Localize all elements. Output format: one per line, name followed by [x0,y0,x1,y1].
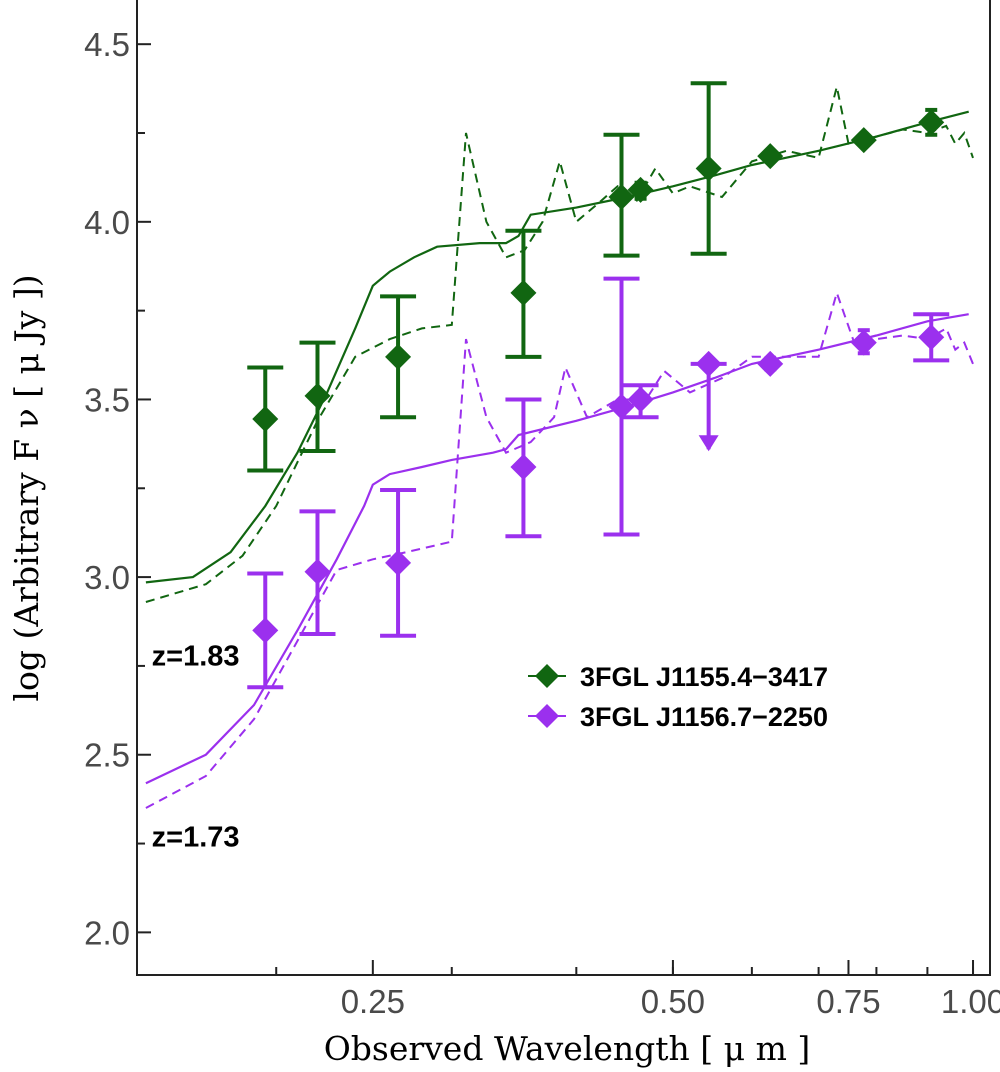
x-tick-label: 0.75 [816,983,880,1020]
y-tick-label: 3.5 [84,381,130,418]
y-axis: 2.0 2.5 3.0 3.5 4.0 4.5 [84,26,151,951]
data-point [918,324,945,351]
data-point [850,127,877,154]
data-points [247,81,950,690]
annotations: z=1.83 z=1.73 [152,640,240,853]
legend: 3FGL J1155.4−3417 3FGL J1156.7−2250 [528,662,828,732]
data-point [757,143,784,170]
data-point [385,343,412,370]
x-tick-label: 0.50 [641,983,705,1020]
legend-marker [535,664,559,688]
data-point [608,183,635,210]
legend-marker [535,704,559,728]
plot-frame [136,0,991,976]
data-point [850,329,877,356]
data-point [252,405,279,432]
data-point [385,549,412,576]
model-solid-line [145,313,969,785]
legend-label: 3FGL J1155.4−3417 [580,662,828,692]
y-tick-label: 2.5 [84,737,130,774]
model-curves [145,86,974,809]
legend-label: 3FGL J1156.7−2250 [580,702,828,732]
data-point [695,155,722,182]
y-tick-label: 2.0 [84,914,130,951]
data-point [608,393,635,420]
x-axis-title: Observed Wavelength [ μ m ] [324,1029,811,1068]
model-dashed-line [145,86,974,603]
data-point [918,109,945,136]
data-point [510,279,537,306]
data-point [627,176,654,203]
y-tick-label: 4.0 [84,204,130,241]
x-axis: 0.25 0.50 0.75 1.00 [275,960,1000,1020]
y-tick-label: 3.0 [84,559,130,596]
redshift-label: z=1.83 [152,640,240,672]
data-point [695,350,722,377]
data-point [304,382,331,409]
data-point [757,350,784,377]
y-tick-label: 4.5 [84,26,130,63]
x-tick-label: 1.00 [941,983,1000,1020]
data-point [252,617,279,644]
x-tick-label: 0.25 [341,983,405,1020]
data-point [510,453,537,480]
upper-limit-arrow [698,435,719,452]
model-dashed-line [145,289,974,809]
data-point [304,558,331,585]
y-axis-title: log (Arbitrary F ν [ μ Jy ]) [7,274,46,701]
redshift-label: z=1.73 [152,821,240,853]
data-point [627,386,654,413]
model-solid-line [145,110,969,584]
